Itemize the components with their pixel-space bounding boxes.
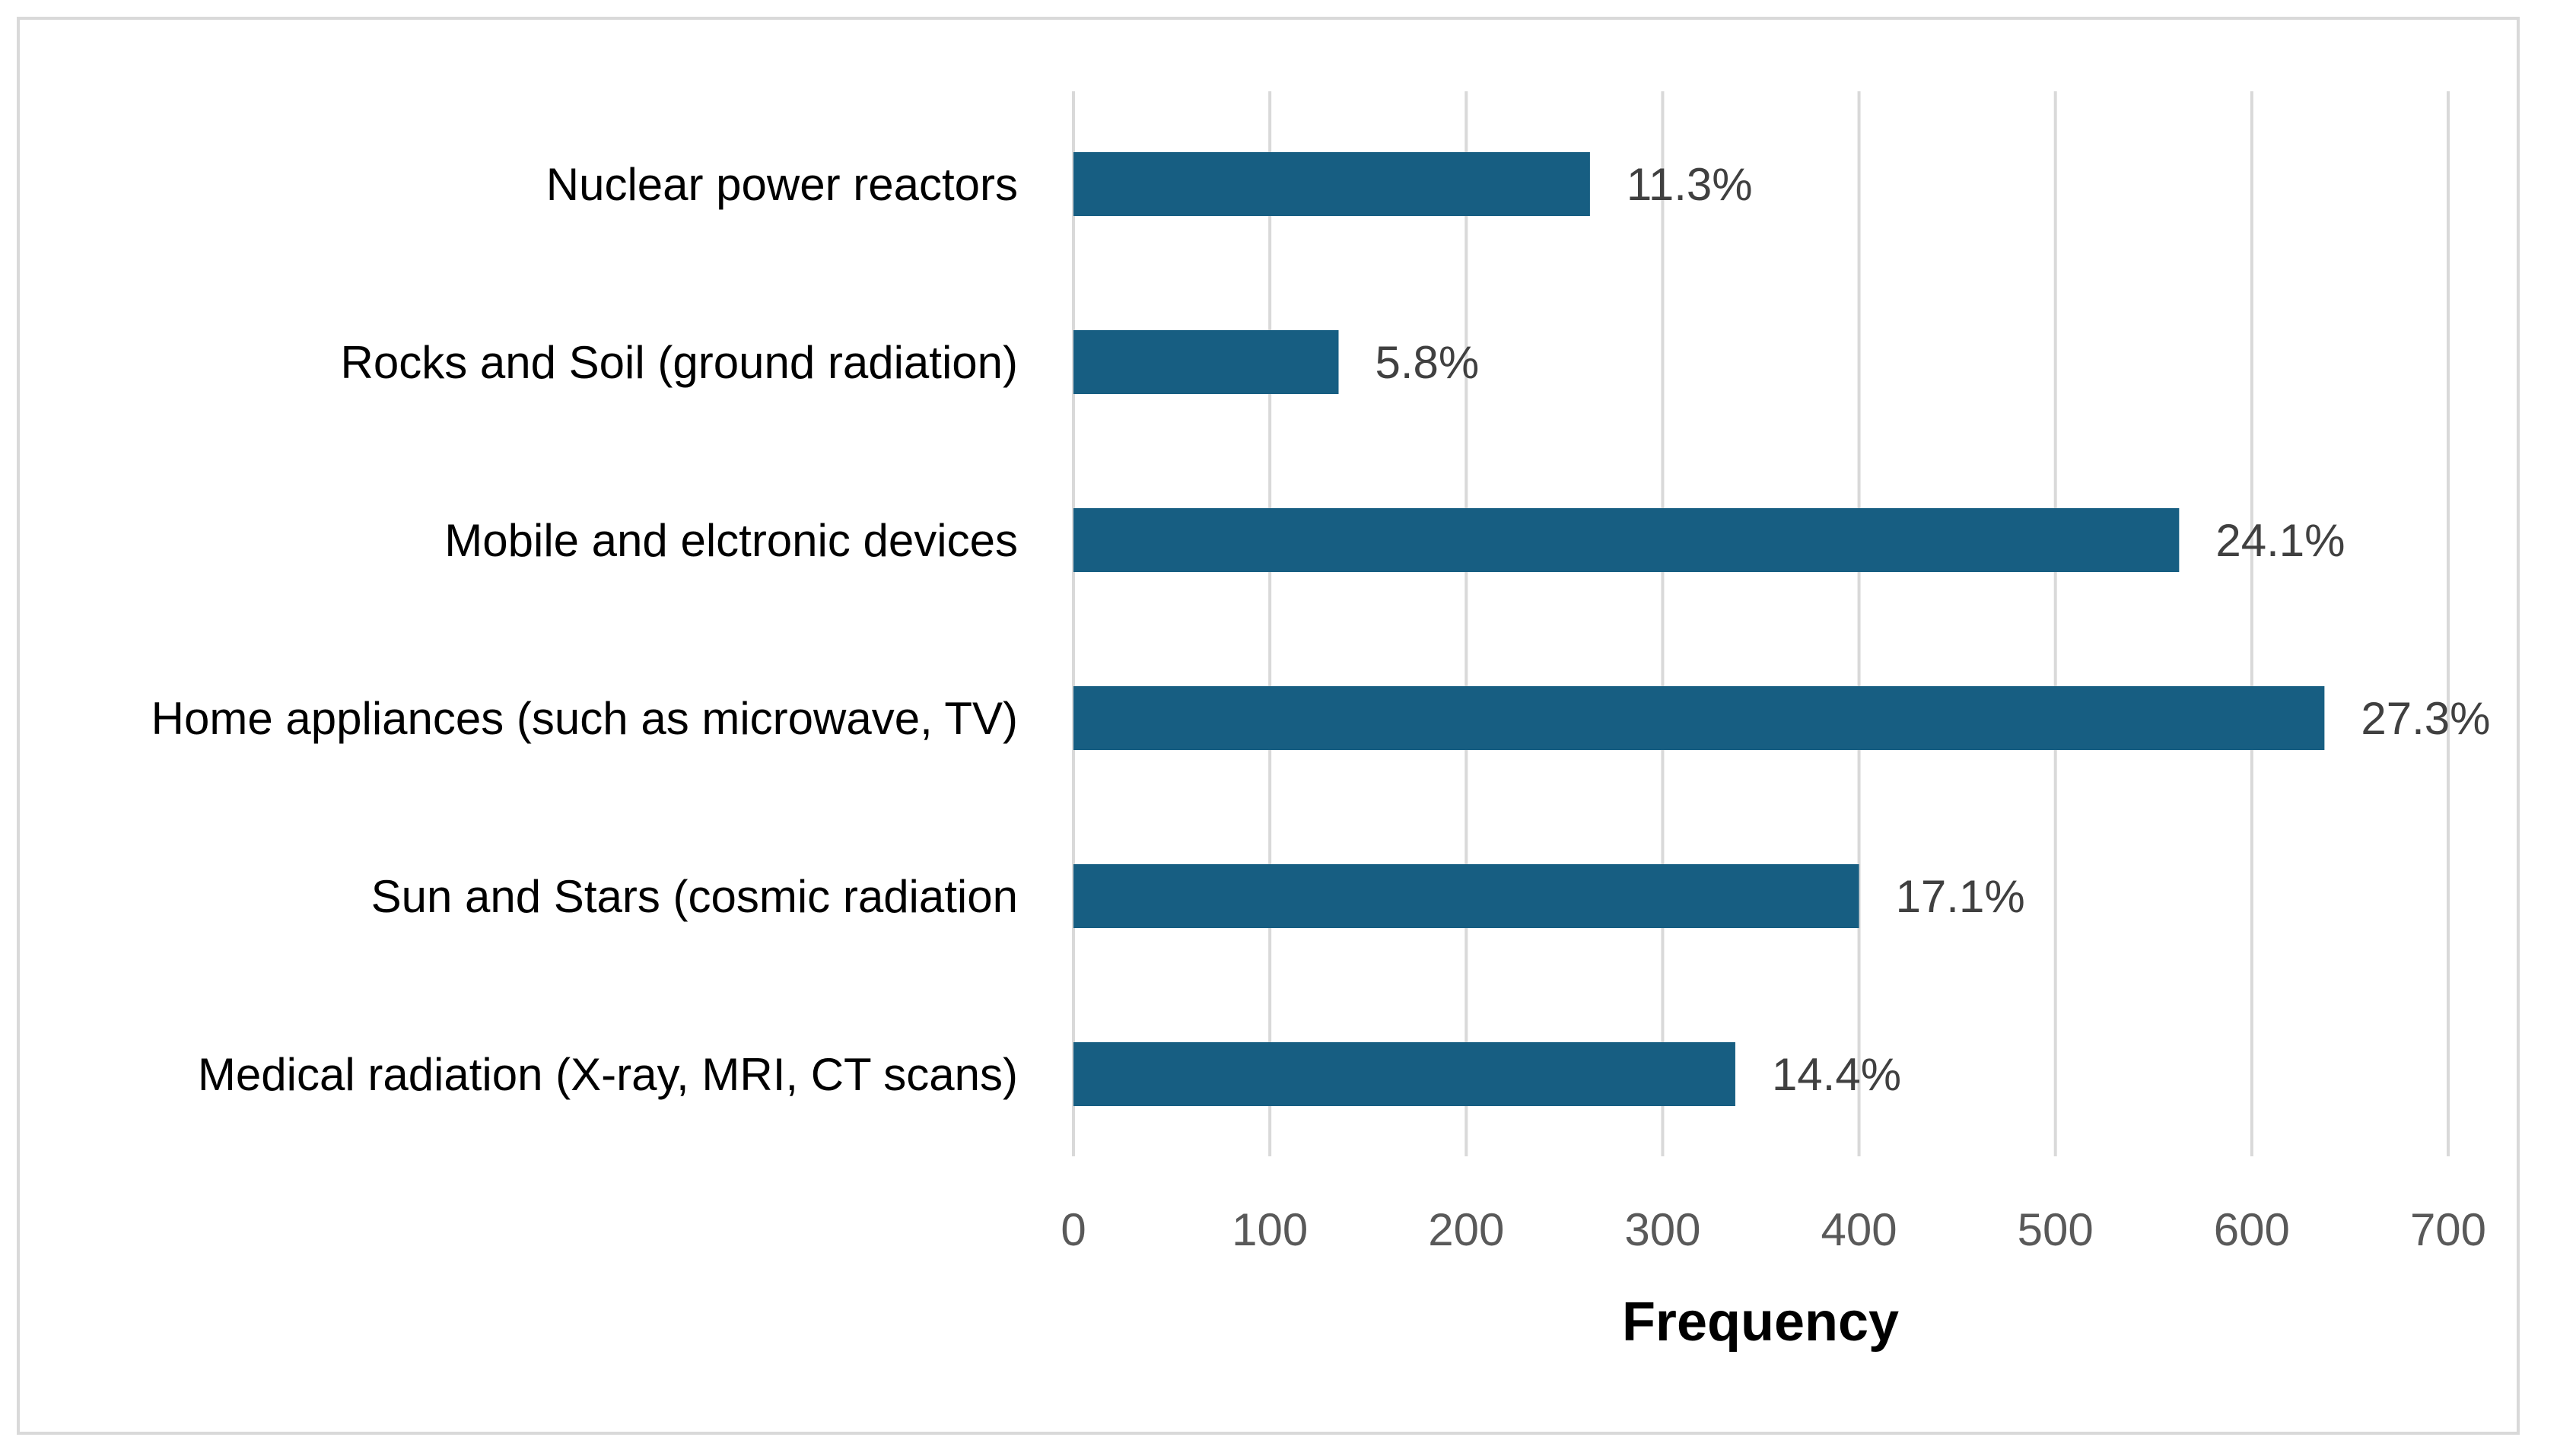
category-label: Medical radiation (X-ray, MRI, CT scans) xyxy=(198,1049,1018,1100)
gridlines xyxy=(1072,91,2450,1156)
x-tick-label: 0 xyxy=(1061,1204,1086,1255)
x-tick-label: 700 xyxy=(2410,1204,2486,1255)
data-label: 11.3% xyxy=(1627,159,1753,210)
bar xyxy=(1073,864,1859,928)
x-tick-label: 400 xyxy=(1821,1204,1897,1255)
bar xyxy=(1073,686,2325,750)
category-label: Home appliances (such as microwave, TV) xyxy=(151,693,1018,744)
bar xyxy=(1073,152,1590,216)
category-label: Nuclear power reactors xyxy=(546,159,1018,210)
x-tick-label: 600 xyxy=(2214,1204,2290,1255)
category-labels: Nuclear power reactors Rocks and Soil (gr… xyxy=(151,159,1018,1100)
bars xyxy=(1073,152,2325,1106)
x-tick-label: 500 xyxy=(2018,1204,2094,1255)
x-tick-label: 300 xyxy=(1624,1204,1700,1255)
category-label: Mobile and elctronic devices xyxy=(444,515,1018,566)
x-tick-label: 200 xyxy=(1428,1204,1504,1255)
bar xyxy=(1073,1042,1735,1106)
x-tick-labels: 0 100 200 300 400 500 600 700 xyxy=(1061,1204,2486,1255)
data-labels: 11.3% 5.8% 24.1% 27.3% 17.1% 14.4% xyxy=(1375,159,2490,1100)
data-label: 27.3% xyxy=(2361,693,2490,744)
x-tick-label: 100 xyxy=(1232,1204,1308,1255)
data-label: 24.1% xyxy=(2215,515,2345,566)
category-label: Sun and Stars (cosmic radiation xyxy=(371,871,1018,922)
data-label: 5.8% xyxy=(1375,337,1479,388)
bar xyxy=(1073,330,1339,394)
data-label: 14.4% xyxy=(1772,1049,1901,1100)
category-label: Rocks and Soil (ground radiation) xyxy=(341,337,1018,388)
data-label: 17.1% xyxy=(1896,871,2025,922)
bar xyxy=(1073,508,2180,572)
x-axis-title: Frequency xyxy=(1622,1292,1899,1353)
